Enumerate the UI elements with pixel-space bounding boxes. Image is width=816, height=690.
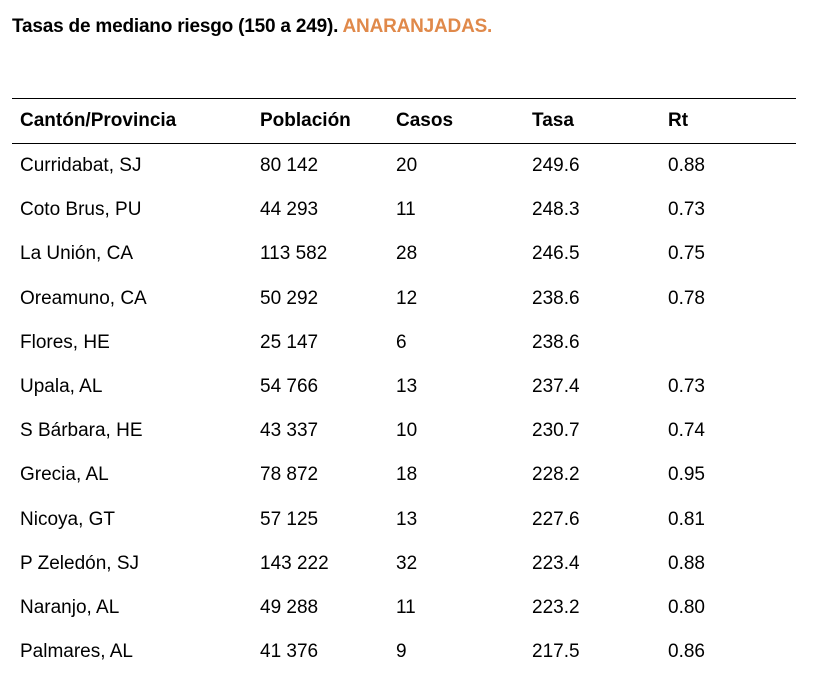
table-row: Flores, HE 25 147 6 238.6	[12, 321, 796, 365]
cell-poblacion: 49 288	[260, 596, 319, 618]
cell-rt: 0.74	[668, 420, 705, 442]
cell-tasa: 238.6	[532, 287, 580, 309]
cell-canton: Grecia, AL	[20, 464, 109, 486]
cell-canton: Nicoya, GT	[20, 508, 116, 530]
header-casos: Casos	[396, 110, 454, 131]
table-header-row: Cantón/Provincia Población Casos Tasa Rt	[12, 98, 796, 144]
cell-casos: 11	[396, 199, 416, 221]
cell-canton: S Bárbara, HE	[20, 420, 143, 442]
cell-tasa: 237.4	[532, 376, 580, 398]
cell-tasa: 248.3	[532, 199, 580, 221]
cell-tasa: 227.6	[532, 508, 580, 530]
header-tasa: Tasa	[532, 110, 574, 131]
cell-casos: 10	[396, 420, 418, 442]
cell-tasa: 223.4	[532, 552, 580, 574]
title-main: Tasas de mediano riesgo (150 a 249).	[12, 16, 339, 37]
cell-canton: Curridabat, SJ	[20, 155, 142, 177]
table-row: Coto Brus, PU 44 293 11 248.3 0.73	[12, 188, 796, 232]
cell-rt: 0.86	[668, 641, 705, 663]
header-rt: Rt	[668, 110, 689, 131]
cell-casos: 9	[396, 641, 407, 663]
cell-canton: P Zeledón, SJ	[20, 552, 140, 574]
cell-casos: 28	[396, 243, 418, 265]
table-row: Naranjo, AL 49 288 11 223.2 0.80	[12, 586, 796, 630]
cell-rt: 0.88	[668, 552, 705, 574]
table-row: P Zeledón, SJ 143 222 32 223.4 0.88	[12, 542, 796, 586]
cell-poblacion: 50 292	[260, 287, 319, 309]
cell-rt: 0.75	[668, 243, 705, 265]
cell-tasa: 228.2	[532, 464, 580, 486]
cell-poblacion: 80 142	[260, 155, 319, 177]
cell-casos: 13	[396, 508, 418, 530]
cell-canton: Coto Brus, PU	[20, 199, 142, 221]
table-row: Oreamuno, CA 50 292 12 238.6 0.78	[12, 277, 796, 321]
cell-poblacion: 41 376	[260, 641, 319, 663]
cell-canton: Flores, HE	[20, 331, 110, 353]
risk-table: Cantón/Provincia Población Casos Tasa Rt…	[12, 98, 796, 674]
page-title: Tasas de mediano riesgo (150 a 249). ANA…	[12, 16, 492, 38]
cell-tasa: 246.5	[532, 243, 580, 265]
cell-casos: 13	[396, 376, 418, 398]
cell-rt: 0.80	[668, 596, 705, 618]
cell-poblacion: 43 337	[260, 420, 319, 442]
cell-tasa: 230.7	[532, 420, 580, 442]
cell-poblacion: 54 766	[260, 376, 319, 398]
cell-poblacion: 143 222	[260, 552, 329, 574]
cell-rt: 0.78	[668, 287, 705, 309]
cell-casos: 20	[396, 155, 418, 177]
table-row: Upala, AL 54 766 13 237.4 0.73	[12, 365, 796, 409]
table-row: La Unión, CA 113 582 28 246.5 0.75	[12, 232, 796, 276]
table-row: Palmares, AL 41 376 9 217.5 0.86	[12, 630, 796, 674]
cell-canton: Upala, AL	[20, 376, 103, 398]
cell-tasa: 249.6	[532, 155, 580, 177]
cell-tasa: 238.6	[532, 331, 580, 353]
cell-tasa: 217.5	[532, 641, 580, 663]
cell-rt: 0.88	[668, 155, 705, 177]
cell-casos: 18	[396, 464, 418, 486]
cell-casos: 32	[396, 552, 418, 574]
cell-poblacion: 78 872	[260, 464, 319, 486]
cell-casos: 12	[396, 287, 418, 309]
table-row: Grecia, AL 78 872 18 228.2 0.95	[12, 453, 796, 497]
cell-canton: Palmares, AL	[20, 641, 133, 663]
table-body: Curridabat, SJ 80 142 20 249.6 0.88 Coto Brus…	[12, 144, 796, 674]
cell-poblacion: 113 582	[260, 243, 328, 265]
cell-rt: 0.81	[668, 508, 705, 530]
cell-rt: 0.95	[668, 464, 705, 486]
cell-canton: Naranjo, AL	[20, 596, 120, 618]
cell-canton: Oreamuno, CA	[20, 287, 147, 309]
cell-casos: 6	[396, 331, 407, 353]
cell-tasa: 223.2	[532, 596, 580, 618]
table-row: Curridabat, SJ 80 142 20 249.6 0.88	[12, 144, 796, 188]
cell-rt: 0.73	[668, 199, 705, 221]
title-accent: ANARANJADAS.	[342, 16, 493, 37]
table-row: S Bárbara, HE 43 337 10 230.7 0.74	[12, 409, 796, 453]
cell-casos: 11	[396, 596, 416, 618]
cell-canton: La Unión, CA	[20, 243, 134, 265]
header-canton: Cantón/Provincia	[20, 110, 177, 131]
cell-poblacion: 44 293	[260, 199, 319, 221]
cell-poblacion: 25 147	[260, 331, 319, 353]
table-row: Nicoya, GT 57 125 13 227.6 0.81	[12, 498, 796, 542]
cell-rt: 0.73	[668, 376, 705, 398]
header-poblacion: Población	[260, 110, 351, 131]
cell-poblacion: 57 125	[260, 508, 319, 530]
